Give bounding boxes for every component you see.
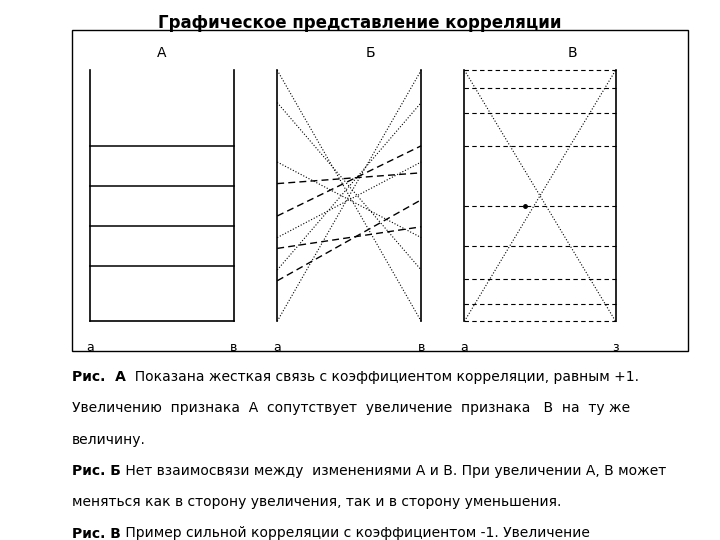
Text: Б: Б <box>366 46 376 60</box>
Text: Нет взаимосвязи между  изменениями А и В. При увеличении А, В может: Нет взаимосвязи между изменениями А и В.… <box>121 464 666 478</box>
Text: Рис. Б: Рис. Б <box>72 464 121 478</box>
Text: А: А <box>157 46 167 60</box>
Text: В: В <box>567 46 577 60</box>
Text: Рис.  А: Рис. А <box>72 370 126 384</box>
Text: а: а <box>86 341 94 354</box>
Text: в: в <box>418 341 425 354</box>
Bar <box>72 30 688 351</box>
Text: а: а <box>461 341 468 354</box>
Text: меняться как в сторону увеличения, так и в сторону уменьшения.: меняться как в сторону увеличения, так и… <box>72 495 562 509</box>
Text: величину.: величину. <box>72 433 146 447</box>
Text: Графическое представление корреляции: Графическое представление корреляции <box>158 14 562 31</box>
Text: Увеличению  признака  А  сопутствует  увеличение  признака   В  на  ту же: Увеличению признака А сопутствует увелич… <box>72 401 630 415</box>
Text: Пример сильной корреляции с коэффициентом -1. Увеличение: Пример сильной корреляции с коэффициенто… <box>121 526 590 540</box>
Text: а: а <box>274 341 281 354</box>
Text: в: в <box>230 341 238 354</box>
Text: з: з <box>612 341 619 354</box>
Text: Рис. В: Рис. В <box>72 526 121 540</box>
Text: Показана жесткая связь с коэффициентом корреляции, равным +1.: Показана жесткая связь с коэффициентом к… <box>126 370 639 384</box>
